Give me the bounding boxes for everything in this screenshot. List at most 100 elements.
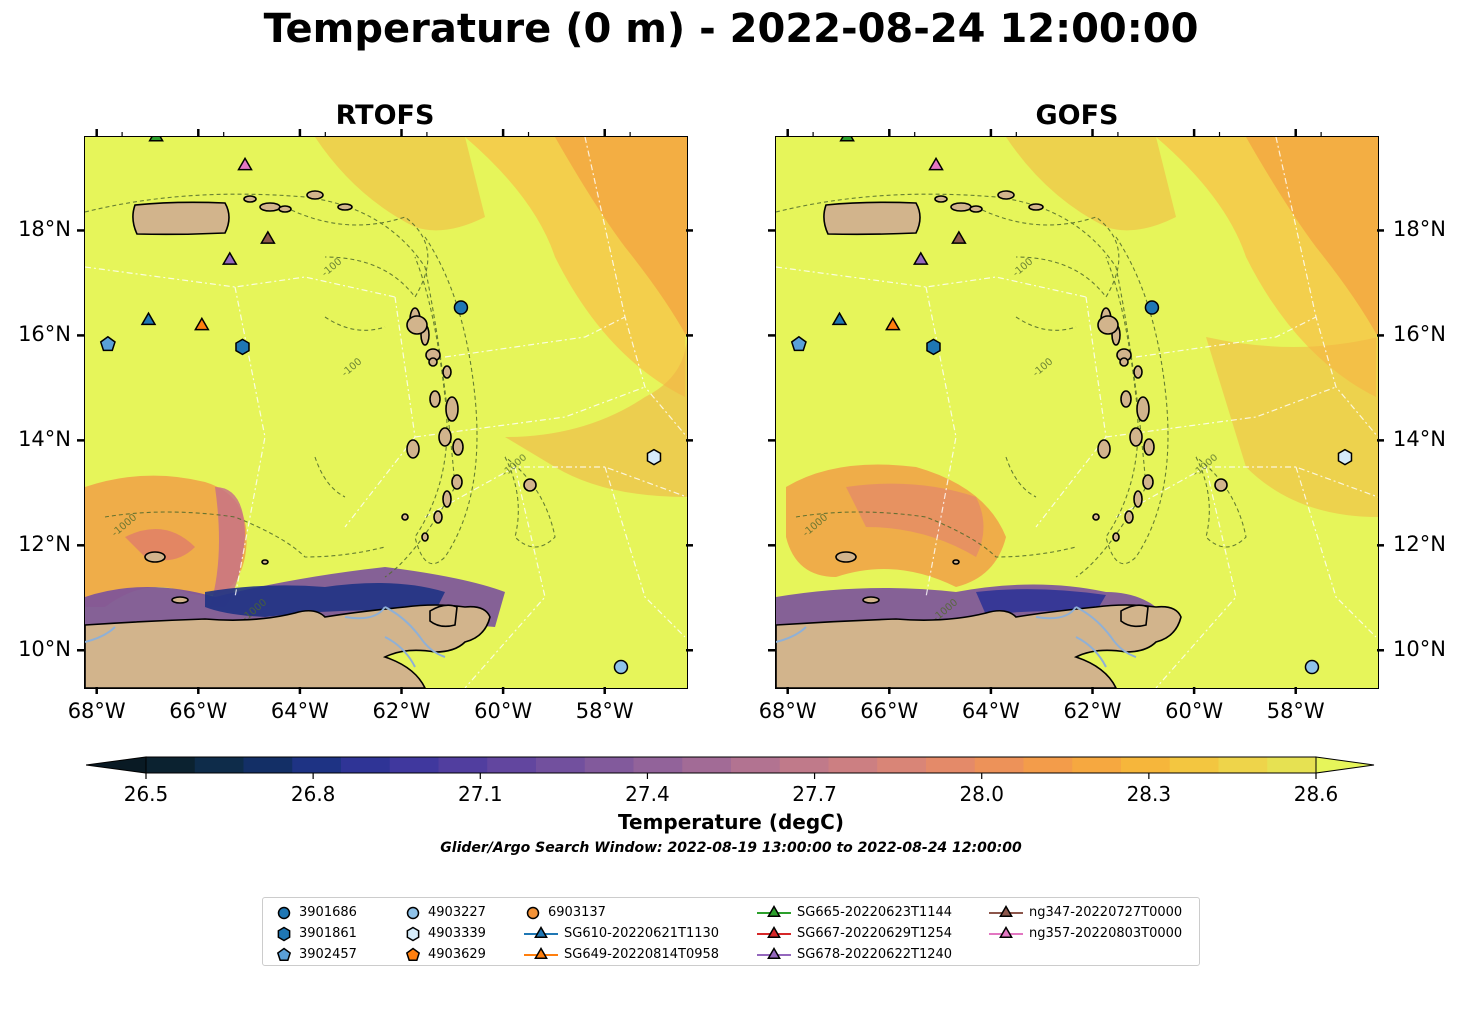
gofs-x-tick-label: 68°W	[758, 699, 817, 723]
legend-label: SG610-20220621T1130	[564, 925, 720, 941]
gofs-marker-3902457	[790, 335, 807, 352]
colorbar: 26.5 26.8 27.1 27.4 27.7 28.0 28.3 28.6	[86, 756, 1375, 806]
rtofs-marker-SG665-20220623T1144	[148, 137, 164, 142]
gofs-marker-SG649-20220814T0958	[885, 316, 901, 331]
rtofs-marker-4903227	[613, 659, 629, 675]
rtofs-marker-3902457	[99, 335, 116, 352]
legend-marker	[526, 906, 540, 920]
colorbar-segment	[828, 757, 878, 773]
gofs-land	[776, 190, 1228, 688]
gofs-y-tick-label: 10°N	[1393, 637, 1446, 662]
colorbar-segment	[146, 757, 196, 773]
legend-item: SG665-20220623T1144	[757, 902, 952, 922]
legend-label: 3901686	[299, 904, 357, 920]
rtofs-bathymetry-contours	[85, 193, 556, 578]
colorbar-segment	[682, 757, 732, 773]
legend-label: SG678-20220622T1240	[797, 946, 953, 962]
legend-marker	[999, 926, 1013, 938]
colorbar-tick-label: 28.3	[1127, 782, 1172, 806]
rtofs-y-tick-label: 10°N	[18, 637, 71, 662]
colorbar-segment	[438, 757, 488, 773]
colorbar-extend-high	[1315, 756, 1375, 774]
gofs-marker-SG678-20220622T1240	[912, 251, 929, 265]
rtofs-y-tick-label: 18°N	[18, 217, 71, 242]
gofs-y-tick-label: 14°N	[1393, 427, 1446, 452]
colorbar-segment	[779, 757, 830, 773]
gofs-y-tick-label: 18°N	[1393, 217, 1446, 242]
legend-marker	[767, 926, 781, 938]
colorbar-segment	[292, 757, 342, 773]
rtofs-x-tick-label: 62°W	[372, 699, 431, 723]
colorbar-segment	[731, 757, 781, 773]
rtofs-marker-SG649-20220814T0958	[194, 316, 210, 331]
gofs-marker-SG665-20220623T1144	[839, 137, 855, 142]
gofs-map-canvas: -1000-1000-100-100-1000	[776, 137, 1378, 688]
colorbar-segment	[1169, 757, 1220, 773]
legend-marker-icon	[989, 926, 1023, 938]
legend-marker-icon	[276, 947, 292, 962]
rtofs-observation-markers	[99, 137, 662, 675]
legend-marker	[277, 906, 291, 920]
search-window-note: Glider/Argo Search Window: 2022-08-19 13…	[440, 840, 1022, 856]
colorbar-segment	[1023, 757, 1073, 773]
colorbar-segment	[341, 757, 391, 773]
legend-marker-icon	[277, 926, 291, 942]
legend-marker	[276, 947, 292, 962]
legend-label: ng357-20220803T0000	[1029, 925, 1183, 941]
colorbar-segment	[877, 757, 927, 773]
gofs-marker-3901686	[1144, 300, 1160, 315]
colorbar-tick-label: 27.7	[792, 782, 837, 806]
legend-item: 4903629	[404, 944, 486, 964]
colorbar-segment	[194, 757, 245, 773]
legend-marker-icon	[989, 905, 1023, 917]
legend-marker-icon	[277, 906, 291, 920]
legend-label: 4903629	[428, 946, 486, 962]
legend-label: 4903339	[428, 925, 486, 941]
rtofs-panel-title: RTOFS	[335, 100, 435, 131]
legend-item: ng357-20220803T0000	[989, 923, 1182, 943]
gofs-x-tick-label: 66°W	[860, 699, 919, 723]
gofs-x-tick-label: 58°W	[1266, 699, 1325, 723]
legend-marker	[534, 926, 548, 938]
colorbar-segment	[1267, 757, 1317, 773]
legend-item: SG649-20220814T0958	[524, 944, 719, 964]
legend-label: ng347-20220727T0000	[1029, 904, 1183, 920]
rtofs-x-tick-label: 68°W	[67, 699, 126, 723]
gofs-marker-4903227	[1304, 659, 1320, 675]
legend-item: SG678-20220622T1240	[757, 944, 952, 964]
rtofs-map: -1000 -1000 -100 -100 -1000	[84, 136, 688, 689]
legend-marker	[767, 947, 781, 959]
legend-item: 4903227	[404, 902, 486, 922]
rtofs-eez-lines	[85, 137, 687, 688]
rtofs-temperature-field	[85, 137, 687, 688]
colorbar-segment	[974, 757, 1025, 773]
colorbar-segment	[389, 757, 440, 773]
legend-label: SG649-20220814T0958	[564, 946, 720, 962]
rtofs-y-tick-label: 16°N	[18, 322, 71, 347]
gofs-x-tick-label: 60°W	[1165, 699, 1224, 723]
legend-label: 3902457	[299, 946, 357, 962]
legend: 3901686 3901861 3902457 4903227 4903339 49036…	[262, 897, 1200, 966]
legend-item: SG610-20220621T1130	[524, 923, 719, 943]
legend-item: 3901686	[275, 902, 357, 922]
rtofs-y-tick-label: 12°N	[18, 532, 71, 557]
gofs-y-tick-label: 12°N	[1393, 532, 1446, 557]
legend-item: 4903339	[404, 923, 486, 943]
legend-marker-icon	[406, 926, 420, 942]
colorbar-tick-label: 27.4	[625, 782, 670, 806]
legend-marker-icon	[757, 905, 791, 917]
gofs-map: -1000 -1000 -100 -100 -1000	[775, 136, 1379, 689]
gofs-rivers	[776, 606, 1137, 668]
colorbar-tick-label: 28.0	[959, 782, 1004, 806]
legend-marker-icon	[524, 926, 558, 938]
rtofs-marker-4903339	[646, 448, 662, 466]
gofs-observation-markers	[790, 137, 1353, 675]
legend-item: 3901861	[275, 923, 357, 943]
gofs-marker-4903339	[1337, 448, 1353, 466]
legend-label: SG665-20220623T1144	[797, 904, 953, 920]
legend-marker-icon	[524, 947, 558, 959]
colorbar-tick-label: 28.6	[1294, 782, 1339, 806]
rtofs-tick-marks	[77, 129, 693, 694]
main-title: Temperature (0 m) - 2022-08-24 12:00:00	[263, 6, 1199, 52]
legend-marker	[406, 926, 420, 942]
